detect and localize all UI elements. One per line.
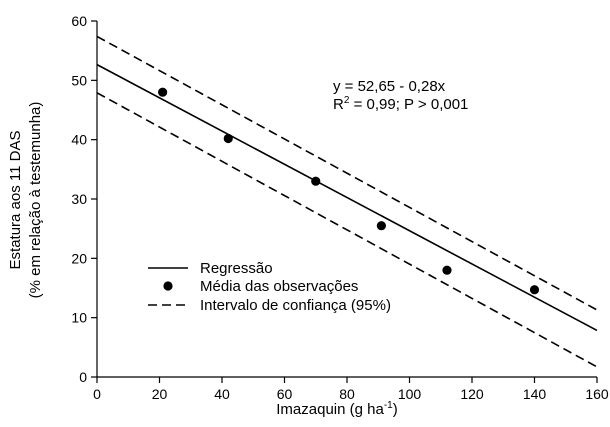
observation-point bbox=[529, 285, 540, 295]
legend-label-intervalo: Intervalo de confiança (95%) bbox=[200, 297, 391, 314]
observation-point bbox=[311, 176, 321, 186]
r2-prefix: R bbox=[333, 96, 344, 113]
y-tick-label: 40 bbox=[71, 132, 87, 148]
axes: 0 10 20 30 40 50 60 0 20 40 60 80 100 120 140 160 bbox=[71, 13, 608, 402]
x-tick-label: 40 bbox=[214, 386, 230, 402]
x-axis-title-end: ) bbox=[393, 401, 398, 418]
observation-point bbox=[442, 265, 452, 275]
r2-annotation: R2 = 0,99; P > 0,001 bbox=[333, 95, 468, 113]
y-tick-label: 60 bbox=[71, 13, 87, 29]
x-axis-title-main: Imazaquin (g ha bbox=[276, 401, 384, 418]
x-tick-label: 120 bbox=[460, 386, 484, 402]
regression-line bbox=[96, 63, 598, 332]
legend-label-media: Média das observações bbox=[200, 278, 358, 295]
x-tick-label: 80 bbox=[339, 386, 355, 402]
y-tick-label: 20 bbox=[71, 250, 87, 266]
r2-rest: = 0,99; P > 0,001 bbox=[349, 96, 468, 113]
legend-label-regressao: Regressão bbox=[200, 260, 273, 277]
x-tick-label: 100 bbox=[398, 386, 422, 402]
x-tick-label: 60 bbox=[277, 386, 293, 402]
observation-point bbox=[376, 221, 386, 231]
confidence-interval-line bbox=[96, 92, 598, 368]
y-axis-title-line1: Estatura aos 11 DAS bbox=[7, 131, 24, 270]
y-tick-label: 10 bbox=[71, 310, 87, 326]
y-axis-title-line2: (% em relação à testemunha) bbox=[27, 102, 44, 299]
x-axis-title: Imazaquin (g ha-1) bbox=[276, 400, 397, 418]
x-tick-label: 0 bbox=[93, 386, 101, 402]
equation-annotation: y = 52,65 - 0,28x bbox=[333, 78, 446, 95]
y-tick-label: 50 bbox=[71, 72, 87, 88]
x-tick-label: 140 bbox=[523, 386, 547, 402]
plot-lines bbox=[96, 35, 598, 368]
y-tick-label: 0 bbox=[79, 369, 87, 385]
x-axis-title-superscript: -1 bbox=[384, 400, 393, 411]
observation-point bbox=[223, 133, 233, 144]
r2-superscript: 2 bbox=[344, 95, 350, 106]
x-tick-label: 160 bbox=[585, 386, 609, 402]
observation-point bbox=[158, 87, 168, 97]
legend: Regressão Média das observações Interval… bbox=[148, 260, 391, 314]
plot-points bbox=[158, 87, 540, 295]
x-tick-label: 20 bbox=[152, 386, 168, 402]
confidence-interval-line bbox=[96, 35, 598, 311]
legend-marker-icon bbox=[163, 281, 173, 291]
y-tick-label: 30 bbox=[71, 191, 87, 207]
